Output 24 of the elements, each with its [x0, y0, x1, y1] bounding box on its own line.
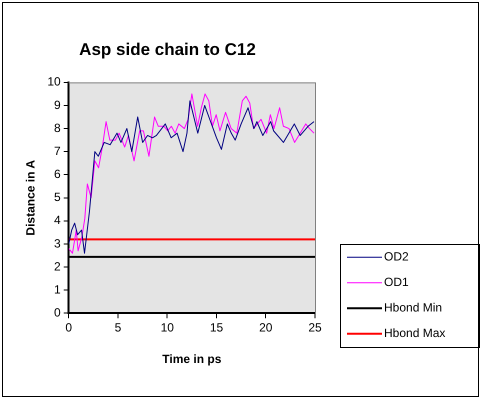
y-tick-label: 6 — [54, 167, 62, 182]
x-axis-title: Time in ps — [162, 352, 222, 366]
chart-title: Asp side chain to C12 — [79, 40, 256, 59]
y-tick-label: 5 — [54, 190, 62, 204]
y-tick-label: 1 — [54, 282, 62, 296]
legend-label: OD2 — [384, 250, 409, 264]
y-axis-title: Distance in A — [24, 160, 38, 236]
x-tick-label: 10 — [160, 320, 174, 335]
y-tick-label: 2 — [54, 259, 62, 274]
x-tick-label: 15 — [210, 320, 224, 335]
y-tick-label: 9 — [54, 98, 62, 112]
legend-label: Hbond Max — [384, 326, 446, 340]
y-tick-label: 8 — [54, 120, 62, 135]
legend-label: OD1 — [384, 275, 409, 290]
x-tick-label: 5 — [114, 320, 122, 335]
y-tick-label: 4 — [54, 213, 62, 228]
x-tick-label: 25 — [308, 320, 322, 335]
x-tick-label: 0 — [65, 320, 72, 335]
y-tick-label: 7 — [54, 144, 62, 158]
y-tick-label: 0 — [54, 306, 62, 320]
legend-label: Hbond Min — [384, 300, 442, 315]
y-tick-label: 10 — [47, 74, 62, 89]
x-tick-label: 20 — [259, 320, 273, 335]
y-tick-label: 3 — [54, 236, 62, 250]
